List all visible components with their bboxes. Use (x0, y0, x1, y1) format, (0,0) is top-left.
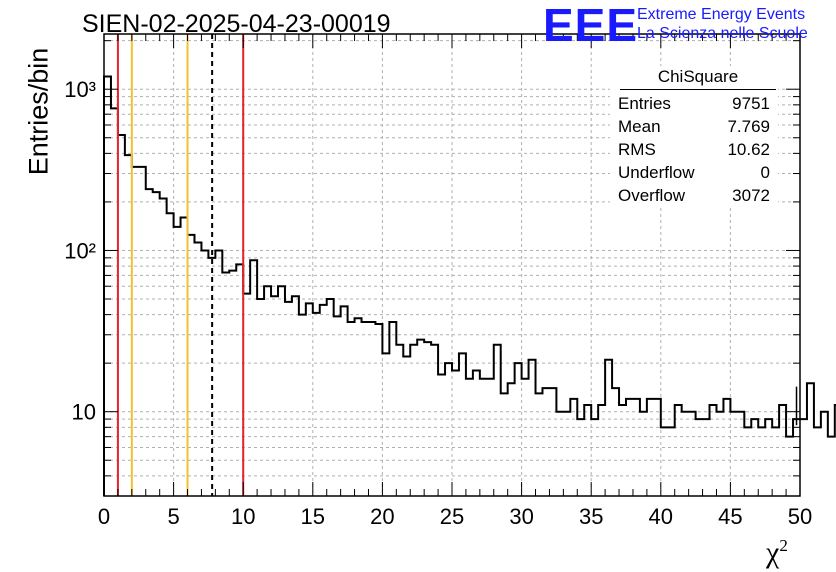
stats-label: Mean (618, 117, 661, 136)
x-tick-label: 0 (98, 504, 110, 529)
y-axis-label: Entries/bin (23, 47, 54, 176)
histogram-line (103, 75, 836, 496)
stats-value: 9751 (732, 94, 770, 113)
logo-line-1: Extreme Energy Events (637, 6, 806, 23)
vertical-lines (116, 34, 245, 496)
y-tick-label: 10 (72, 400, 96, 425)
stats-label: Entries (618, 94, 671, 113)
stats-title: ChiSquare (620, 66, 776, 90)
stats-label: RMS (618, 140, 656, 159)
stats-label: Underflow (618, 163, 695, 182)
x-tick-label: 15 (301, 504, 325, 529)
stats-box: ChiSquare Entries 9751 Mean 7.769 RMS 10.62… (610, 66, 778, 207)
stats-row: RMS 10.62 (610, 138, 778, 161)
y-tick-label: 10² (64, 238, 96, 263)
x-tick-label: 10 (231, 504, 255, 529)
x-tick-label: 40 (649, 504, 673, 529)
x-tick-label: 50 (788, 504, 812, 529)
y-tick-label: 10³ (64, 77, 96, 102)
stats-row: Mean 7.769 (610, 115, 778, 138)
stats-row: Overflow 3072 (610, 184, 778, 207)
x-tick-label: 30 (509, 504, 533, 529)
stats-value: 3072 (732, 186, 770, 205)
stats-value: 0 (760, 163, 770, 182)
x-axis-label: χ2 (766, 536, 788, 569)
tick-labels: 0 5 10 15 20 25 30 35 40 45 50 10 10² 10³ (64, 77, 812, 529)
x-tick-label: 45 (718, 504, 742, 529)
stats-value: 10.62 (727, 140, 770, 159)
stats-value: 7.769 (727, 117, 770, 136)
x-tick-label: 20 (370, 504, 394, 529)
x-tick-label: 5 (167, 504, 179, 529)
axes (103, 33, 801, 497)
stats-row: Entries 9751 (610, 92, 778, 115)
x-tick-label: 25 (440, 504, 464, 529)
stats-row: Underflow 0 (610, 161, 778, 184)
logo-line-2: La Scienza nelle Scuole (637, 25, 808, 42)
stats-label: Overflow (618, 186, 686, 205)
x-tick-label: 35 (579, 504, 603, 529)
plot-title: SIEN-02-2025-04-23-00019 (82, 10, 391, 38)
eee-logo: EEE (543, 0, 639, 51)
